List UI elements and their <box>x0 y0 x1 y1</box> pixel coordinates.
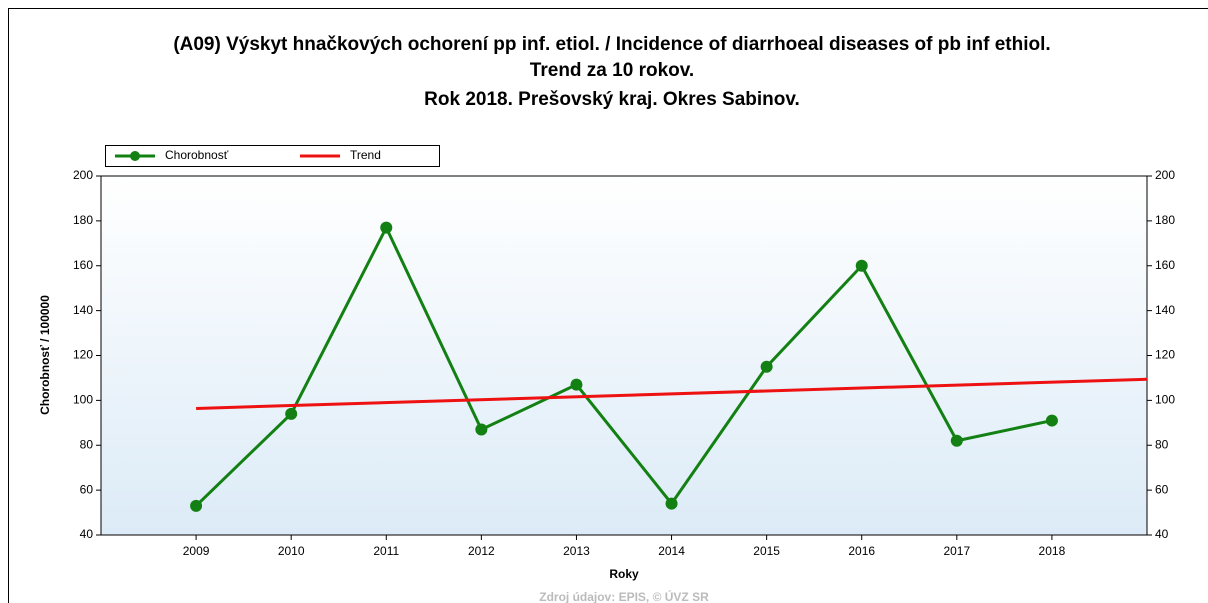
x-tick-label: 2015 <box>753 544 780 558</box>
x-tick-label: 2011 <box>373 544 399 558</box>
x-tick-label: 2013 <box>563 544 590 558</box>
legend <box>105 145 440 167</box>
y-tick-label: 100 <box>73 393 93 407</box>
legend-label: Trend <box>350 148 381 162</box>
x-tick-label: 2010 <box>278 544 305 558</box>
point <box>190 499 203 512</box>
y-tick-label: 140 <box>73 303 93 317</box>
point <box>285 407 298 420</box>
y-tick-label: 80 <box>80 437 94 451</box>
y2-tick-label: 160 <box>1155 258 1175 272</box>
chart-subtitle: Rok 2018. Prešovský kraj. Okres Sabinov. <box>424 89 800 110</box>
y2-tick-label: 80 <box>1155 437 1169 451</box>
y2-tick-label: 180 <box>1155 213 1175 227</box>
y-axis-label: Chorobnosť / 100000 <box>38 295 52 415</box>
point <box>475 423 488 436</box>
y-tick-label: 200 <box>73 168 93 182</box>
x-tick-label: 2018 <box>1039 544 1066 558</box>
series-line <box>196 377 1148 410</box>
y2-tick-label: 40 <box>1155 527 1169 541</box>
x-tick-label: 2017 <box>943 544 970 558</box>
point <box>760 360 773 373</box>
x-tick-label: 2014 <box>658 544 685 558</box>
y-tick-label: 160 <box>73 258 93 272</box>
y2-tick-label: 100 <box>1155 393 1175 407</box>
y2-tick-label: 120 <box>1155 348 1175 362</box>
series-line <box>195 224 1053 507</box>
legend-marker <box>130 151 140 161</box>
point <box>1045 414 1058 427</box>
point <box>570 378 583 391</box>
point <box>950 434 963 447</box>
y2-tick-label: 60 <box>1155 482 1169 496</box>
chart-subtitle: Trend za 10 rokov. <box>530 60 694 81</box>
source-note: Zdroj údajov: EPIS, © ÚVZ SR <box>539 589 709 603</box>
y2-tick-label: 140 <box>1155 303 1175 317</box>
point <box>380 221 393 234</box>
point <box>665 497 678 510</box>
y-tick-label: 180 <box>73 213 93 227</box>
point <box>855 259 868 272</box>
x-axis-label: Roky <box>609 567 639 581</box>
chart-title: (A09) Výskyt hnačkových ochorení pp inf.… <box>173 34 1050 55</box>
x-tick-label: 2012 <box>468 544 495 558</box>
y-tick-label: 60 <box>80 482 94 496</box>
y2-tick-label: 200 <box>1155 168 1175 182</box>
x-tick-label: 2009 <box>183 544 210 558</box>
plot-area <box>100 175 1148 536</box>
y-tick-label: 120 <box>73 348 93 362</box>
legend-label: Chorobnosť <box>165 148 229 162</box>
x-tick-label: 2016 <box>848 544 875 558</box>
y-tick-label: 40 <box>80 527 94 541</box>
